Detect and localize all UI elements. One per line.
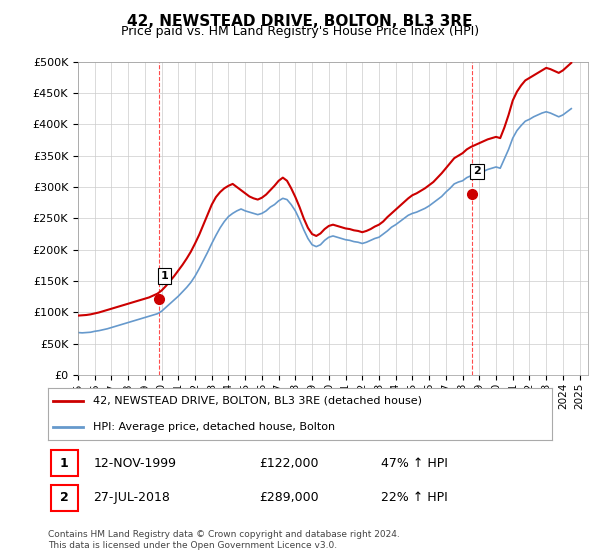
Text: 42, NEWSTEAD DRIVE, BOLTON, BL3 3RE: 42, NEWSTEAD DRIVE, BOLTON, BL3 3RE (127, 14, 473, 29)
Text: 47% ↑ HPI: 47% ↑ HPI (380, 456, 448, 470)
Text: 27-JUL-2018: 27-JUL-2018 (94, 491, 170, 505)
Text: HPI: Average price, detached house, Bolton: HPI: Average price, detached house, Bolt… (94, 422, 335, 432)
Text: 2: 2 (60, 491, 69, 505)
Text: 12-NOV-1999: 12-NOV-1999 (94, 456, 176, 470)
FancyBboxPatch shape (50, 484, 78, 511)
Text: 22% ↑ HPI: 22% ↑ HPI (380, 491, 448, 505)
Text: 42, NEWSTEAD DRIVE, BOLTON, BL3 3RE (detached house): 42, NEWSTEAD DRIVE, BOLTON, BL3 3RE (det… (94, 396, 422, 406)
FancyBboxPatch shape (50, 450, 78, 477)
Text: £122,000: £122,000 (260, 456, 319, 470)
Text: Contains HM Land Registry data © Crown copyright and database right 2024.
This d: Contains HM Land Registry data © Crown c… (48, 530, 400, 550)
Text: £289,000: £289,000 (260, 491, 319, 505)
Text: Price paid vs. HM Land Registry's House Price Index (HPI): Price paid vs. HM Land Registry's House … (121, 25, 479, 38)
Text: 2: 2 (473, 166, 481, 176)
Text: 1: 1 (60, 456, 69, 470)
Text: 1: 1 (161, 271, 169, 281)
